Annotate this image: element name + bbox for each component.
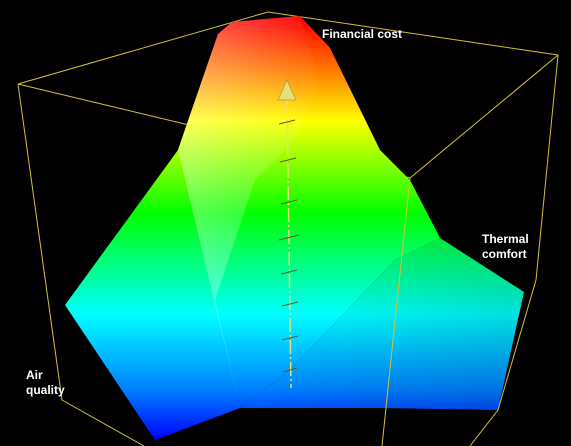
- surface: [65, 16, 524, 440]
- axis-label-air-quality: Air quality: [26, 368, 65, 398]
- axis-label-air-quality-line1: Air: [26, 368, 43, 382]
- axis-label-air-quality-line2: quality: [26, 383, 65, 397]
- axis-label-thermal-comfort-line2: comfort: [482, 247, 527, 261]
- surface-front-highlight: [178, 16, 320, 408]
- axis-label-thermal-comfort-line1: Thermal: [482, 232, 529, 246]
- surface-right-shade: [240, 238, 524, 410]
- arrow-up-icon: [277, 79, 297, 101]
- axis-label-financial-cost: Financial cost: [322, 27, 403, 41]
- bounding-box-front: [17, 54, 559, 446]
- axis-ticks: [278, 119, 300, 373]
- vertical-axis: [277, 79, 300, 389]
- surface-left-face: [65, 16, 440, 440]
- axis-label-thermal-comfort: Thermal comfort: [482, 232, 529, 262]
